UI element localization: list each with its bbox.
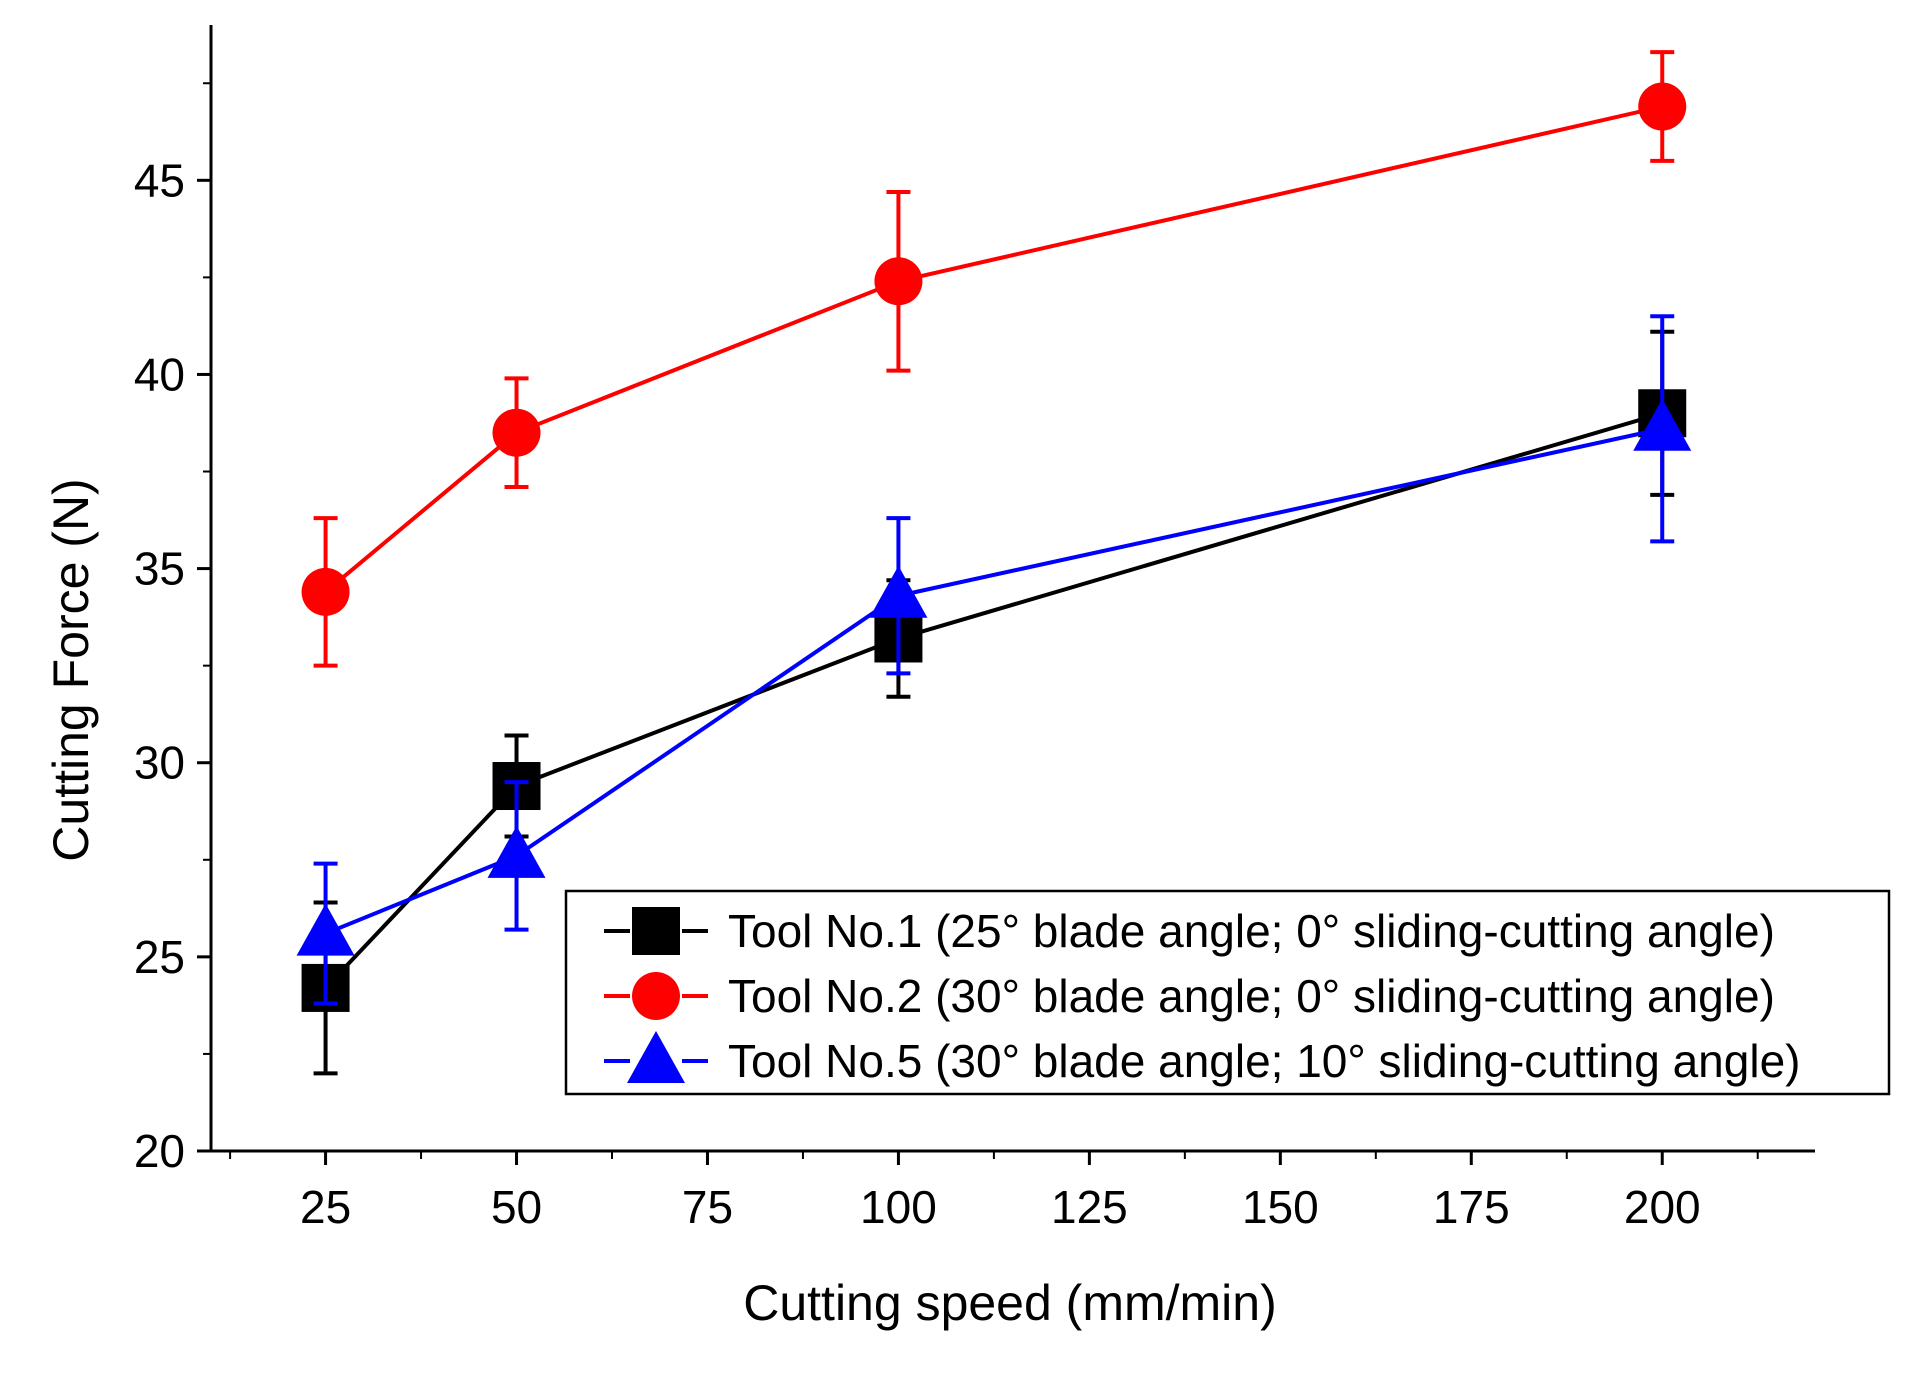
legend: Tool No.1 (25° blade angle; 0° sliding-c… <box>564 889 1891 1096</box>
x-tick-label: 150 <box>1242 1181 1319 1233</box>
series-line <box>324 426 1663 936</box>
legend-item-2: Tool No.2 (30° blade angle; 0° sliding-c… <box>604 970 1775 1022</box>
y-tick-label: 30 <box>134 737 185 789</box>
x-tick-label: 100 <box>860 1181 937 1233</box>
legend-marker <box>632 907 680 955</box>
x-tick-label: 175 <box>1433 1181 1510 1233</box>
legend-label: Tool No.5 (30° blade angle; 10° sliding-… <box>728 1035 1800 1087</box>
y-tick-label: 40 <box>134 348 185 400</box>
x-axis-title: Cutting speed (mm/min) <box>743 1275 1277 1331</box>
x-tick-label: 25 <box>300 1181 351 1233</box>
legend-item-1: Tool No.1 (25° blade angle; 0° sliding-c… <box>604 905 1775 957</box>
y-tick-label: 20 <box>134 1125 185 1177</box>
y-tick-label: 35 <box>134 543 185 595</box>
y-axis-title: Cutting Force (N) <box>43 478 99 861</box>
x-tick-label: 125 <box>1051 1181 1128 1233</box>
data-point <box>1633 398 1692 451</box>
legend-item-3: Tool No.5 (30° blade angle; 10° sliding-… <box>604 1031 1800 1087</box>
data-point <box>296 903 355 956</box>
legend-marker <box>627 1031 685 1083</box>
y-tick-label: 25 <box>134 931 185 983</box>
legend-marker <box>632 972 680 1020</box>
data-point <box>301 567 350 616</box>
x-tick-label: 200 <box>1624 1181 1701 1233</box>
data-point <box>487 825 546 878</box>
data-point <box>874 257 923 306</box>
legend-label: Tool No.2 (30° blade angle; 0° sliding-c… <box>728 970 1775 1022</box>
y-tick-label: 45 <box>134 154 185 206</box>
data-point <box>492 408 541 457</box>
legend-label: Tool No.1 (25° blade angle; 0° sliding-c… <box>728 905 1775 957</box>
x-tick-label: 50 <box>491 1181 542 1233</box>
legend-box <box>564 889 1891 1096</box>
series-line <box>324 411 1663 990</box>
series-line <box>324 104 1663 594</box>
x-tick-label: 75 <box>682 1181 733 1233</box>
series-3 <box>296 314 1692 1006</box>
series-2 <box>301 50 1687 668</box>
data-point <box>869 565 928 618</box>
series-group <box>296 50 1692 1076</box>
axes: 25 50 75 100 125 150 175 200 20 25 30 35 40 45 <box>134 25 1815 1233</box>
data-point <box>1638 82 1687 131</box>
